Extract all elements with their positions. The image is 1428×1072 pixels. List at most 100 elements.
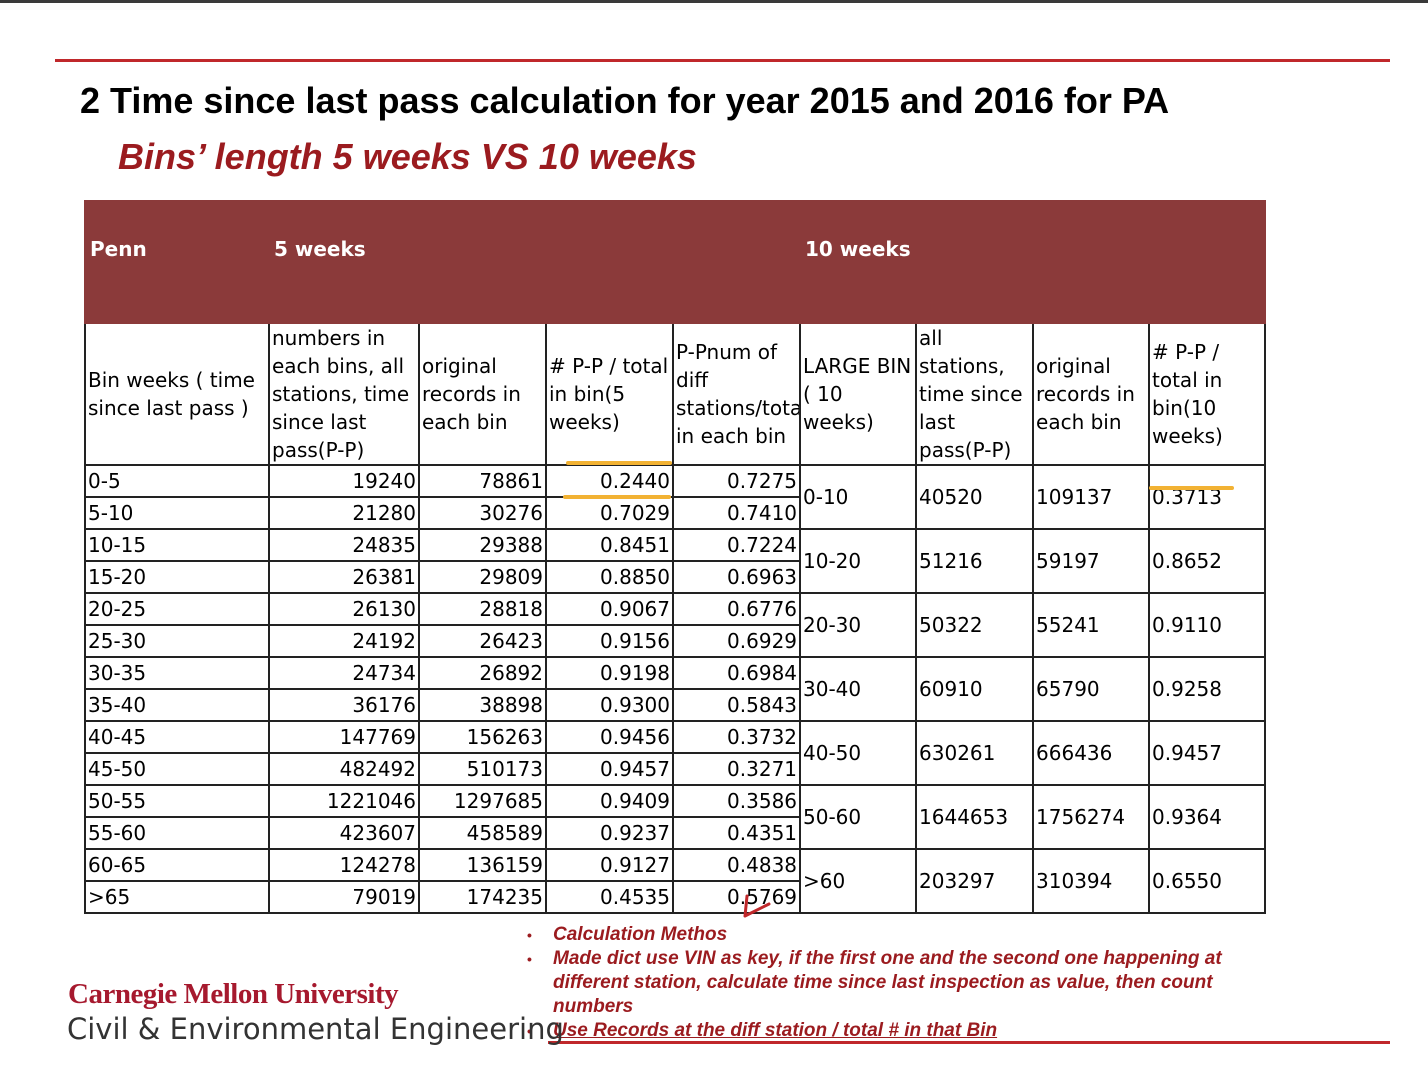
cell-original: 26892	[418, 656, 547, 690]
cell-bin: >65	[84, 880, 270, 914]
col-large-bin: LARGE BIN ( 10 weeks)	[799, 322, 918, 466]
note-item: • Calculation Methos	[527, 923, 1287, 947]
header-10-weeks: 10 weeks	[799, 200, 1267, 324]
header-penn: Penn	[84, 200, 270, 324]
col-original: original records in each bin	[418, 322, 547, 466]
cell-numbers: 24734	[268, 656, 420, 690]
table-row: 25-30 24192 26423 0.9156 0.6929	[84, 624, 1265, 658]
bullet-icon: •	[527, 1023, 532, 1039]
col-ratio-5: # P-P / total in bin(5 weeks)	[545, 322, 674, 466]
top-border	[0, 0, 1428, 3]
table-row: 50-55 1221046 1297685 0.9409 0.3586 50-60 1644…	[84, 784, 1267, 850]
cell-pnum: 0.6929	[671, 624, 802, 658]
cell-ratio-10: 0.3713	[1148, 464, 1267, 530]
cell-original: 78861	[418, 464, 547, 498]
cell-original: 458589	[418, 816, 547, 850]
col-numbers: numbers in each bins, all stations, time…	[268, 322, 420, 466]
col-pnum: P-Pnum of diff stations/total in each bi…	[671, 322, 802, 466]
cell-ratio-5: 0.8451	[545, 528, 674, 562]
table-row: 30-35 24734 26892 0.9198 0.6984 30-40 60910 657…	[84, 656, 1267, 722]
slide-title: 2 Time since last pass calculation for y…	[80, 80, 1170, 121]
cell-pnum: 0.4351	[671, 816, 802, 850]
cell-numbers: 26381	[268, 560, 420, 594]
table-row: 55-60 423607 458589 0.9237 0.4351	[84, 816, 1265, 850]
cell-original: 30276	[418, 496, 547, 530]
cell-ratio-5: 0.9127	[545, 848, 674, 882]
cell-all-stations: 51216	[915, 528, 1035, 594]
cell-bin: 15-20	[84, 560, 270, 594]
cell-all-stations: 40520	[915, 464, 1035, 530]
cell-pnum: 0.6984	[671, 656, 802, 690]
cell-large-bin: 10-20	[799, 528, 918, 594]
cell-bin: 20-25	[84, 592, 270, 626]
cell-large-bin: 30-40	[799, 656, 918, 722]
cell-bin: 40-45	[84, 720, 270, 754]
table-row: 20-25 26130 28818 0.9067 0.6776 20-30 50322 552…	[84, 592, 1267, 658]
slide-subtitle: Bins’ length 5 weeks VS 10 weeks	[118, 136, 697, 177]
title-rule	[55, 59, 1390, 62]
cell-bin: 60-65	[84, 848, 270, 882]
cell-numbers: 36176	[268, 688, 420, 722]
cell-bin: 35-40	[84, 688, 270, 722]
cell-original: 136159	[418, 848, 547, 882]
cell-pnum: 0.6963	[671, 560, 802, 594]
table-row: >65 79019 174235 0.4535 0.5769	[84, 880, 1265, 914]
cell-large-bin: 0-10	[799, 464, 918, 530]
cell-original-10: 310394	[1032, 848, 1151, 914]
cell-all-stations: 60910	[915, 656, 1035, 722]
data-table: Penn 5 weeks 10 weeks Bin weeks ( time s…	[84, 200, 1267, 914]
cell-ratio-10: 0.9364	[1148, 784, 1267, 850]
cell-original-10: 666436	[1032, 720, 1151, 786]
header-5-weeks: 5 weeks	[267, 200, 802, 324]
cell-bin: 50-55	[84, 784, 270, 818]
cell-original-10: 65790	[1032, 656, 1151, 722]
table-header-row: Penn 5 weeks 10 weeks	[84, 200, 1267, 324]
cell-ratio-10: 0.9258	[1148, 656, 1267, 722]
highlight-mark-3	[1149, 486, 1234, 490]
bottom-rule	[548, 1041, 1390, 1044]
cell-all-stations: 203297	[915, 848, 1035, 914]
note-item: • Use Records at the diff station / total…	[527, 1019, 1287, 1043]
table-body: 0-5 19240 78861 0.2440 0.7275 0-10 40520 109137…	[84, 464, 1267, 914]
annotation-arrow-icon	[743, 894, 771, 918]
table-row: 5-10 21280 30276 0.7029 0.7410	[84, 496, 1265, 530]
highlight-mark-2	[563, 495, 671, 499]
cell-large-bin: 20-30	[799, 592, 918, 658]
cell-ratio-10: 0.9110	[1148, 592, 1267, 658]
cell-pnum: 0.3732	[671, 720, 802, 754]
cell-ratio-5: 0.9156	[545, 624, 674, 658]
cell-ratio-5: 0.2440	[545, 464, 674, 498]
cell-large-bin: 40-50	[799, 720, 918, 786]
bullet-icon: •	[527, 927, 532, 943]
cell-pnum: 0.3271	[671, 752, 802, 786]
cell-numbers: 24835	[268, 528, 420, 562]
note-text: Calculation Methos	[553, 924, 728, 945]
cell-numbers: 19240	[268, 464, 420, 498]
cell-original: 156263	[418, 720, 547, 754]
cell-ratio-5: 0.9237	[545, 816, 674, 850]
cell-ratio-10: 0.6550	[1148, 848, 1267, 914]
cell-pnum: 0.7275	[671, 464, 802, 498]
cell-numbers: 21280	[268, 496, 420, 530]
cell-pnum: 0.5769	[671, 880, 802, 914]
cell-ratio-5: 0.4535	[545, 880, 674, 914]
cell-large-bin: >60	[799, 848, 918, 914]
bullet-icon: •	[527, 951, 532, 967]
cell-ratio-5: 0.9456	[545, 720, 674, 754]
cell-pnum: 0.4838	[671, 848, 802, 882]
cell-bin: 0-5	[84, 464, 270, 498]
cell-original-10: 1756274	[1032, 784, 1151, 850]
table-row: 15-20 26381 29809 0.8850 0.6963	[84, 560, 1265, 594]
cell-original-10: 55241	[1032, 592, 1151, 658]
cell-numbers: 124278	[268, 848, 420, 882]
col-bin-weeks: Bin weeks ( time since last pass )	[84, 322, 270, 466]
cell-original: 1297685	[418, 784, 547, 818]
cell-all-stations: 1644653	[915, 784, 1035, 850]
cell-numbers: 147769	[268, 720, 420, 754]
cell-original: 26423	[418, 624, 547, 658]
table-row: 35-40 36176 38898 0.9300 0.5843	[84, 688, 1265, 722]
cell-numbers: 1221046	[268, 784, 420, 818]
table-row: 10-15 24835 29388 0.8451 0.7224 10-20 51216 591…	[84, 528, 1267, 594]
cell-bin: 55-60	[84, 816, 270, 850]
cell-large-bin: 50-60	[799, 784, 918, 850]
